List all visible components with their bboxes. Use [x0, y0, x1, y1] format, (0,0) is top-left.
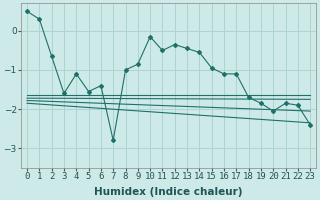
X-axis label: Humidex (Indice chaleur): Humidex (Indice chaleur) — [94, 187, 243, 197]
